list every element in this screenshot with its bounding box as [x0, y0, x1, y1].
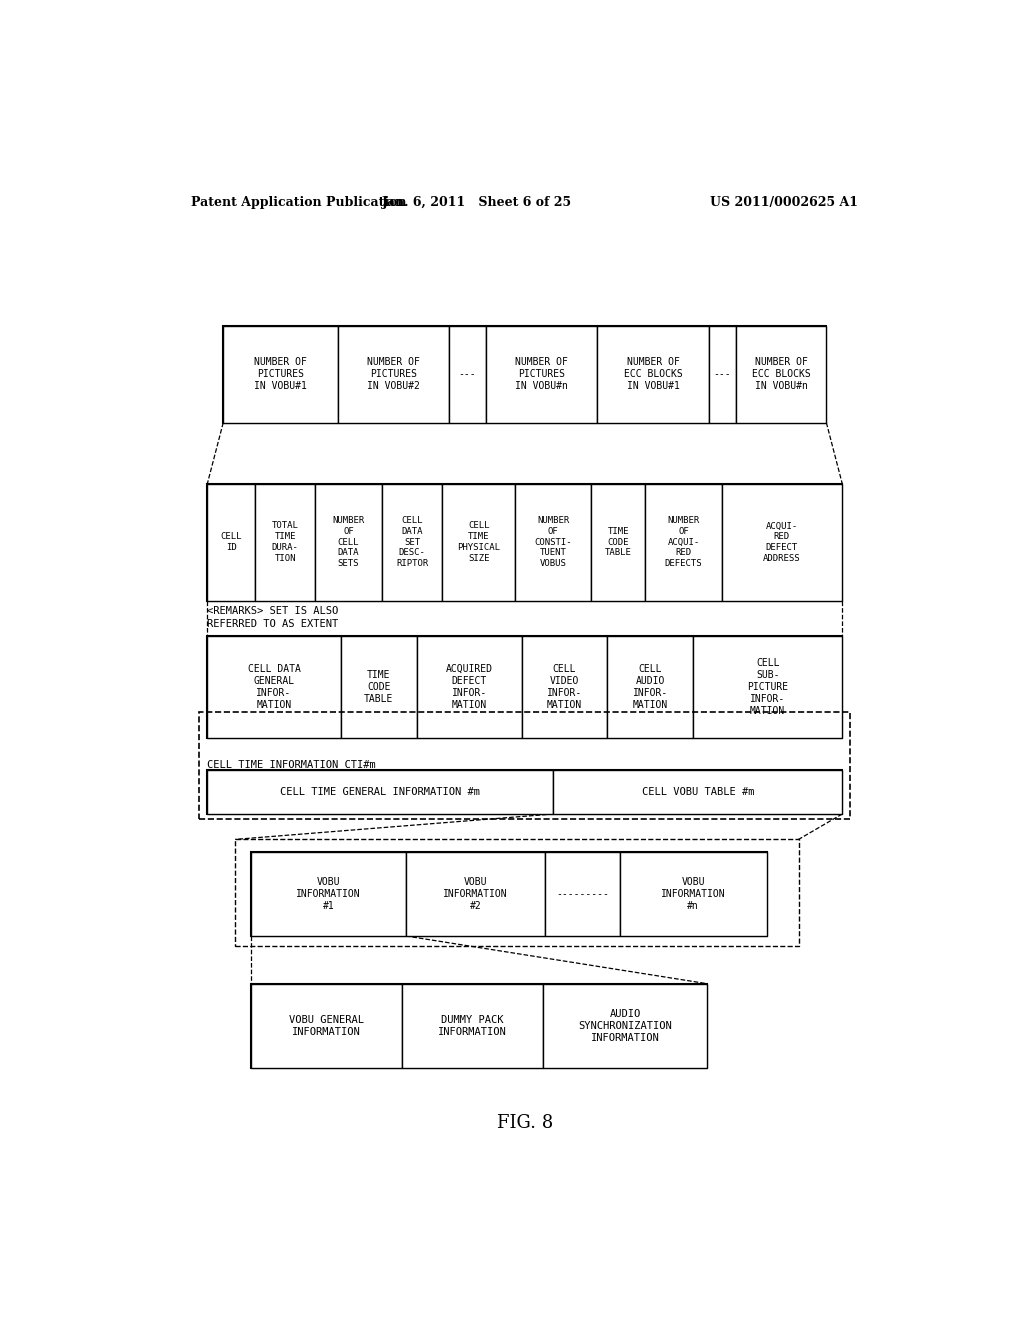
Text: Patent Application Publication: Patent Application Publication [191, 195, 407, 209]
Text: <REMARKS> SET IS ALSO
REFERRED TO AS EXTENT: <REMARKS> SET IS ALSO REFERRED TO AS EXT… [207, 606, 339, 628]
Text: CELL
ID: CELL ID [220, 532, 242, 552]
Bar [255, 483, 315, 601]
Bar [406, 851, 545, 936]
Text: CELL
AUDIO
INFOR-
MATION: CELL AUDIO INFOR- MATION [633, 664, 668, 710]
Text: NUMBER OF
PICTURES
IN VOBU#1: NUMBER OF PICTURES IN VOBU#1 [254, 358, 307, 392]
Bar [338, 326, 450, 422]
Text: NUMBER OF
ECC BLOCKS
IN VOBU#1: NUMBER OF ECC BLOCKS IN VOBU#1 [624, 358, 682, 392]
Bar [223, 326, 338, 422]
Text: Jan. 6, 2011   Sheet 6 of 25: Jan. 6, 2011 Sheet 6 of 25 [382, 195, 572, 209]
Bar [515, 483, 592, 601]
Bar [592, 483, 645, 601]
Text: DUMMY PACK
INFORMATION: DUMMY PACK INFORMATION [438, 1015, 507, 1038]
Text: CELL
DATA
SET
DESC-
RIPTOR: CELL DATA SET DESC- RIPTOR [396, 516, 428, 568]
Bar [341, 636, 417, 738]
Bar [200, 713, 850, 818]
Bar [207, 483, 843, 601]
Bar [251, 983, 708, 1068]
Bar [223, 326, 826, 422]
Bar [450, 326, 485, 422]
Bar [521, 636, 607, 738]
Text: CELL TIME INFORMATION CTI#m: CELL TIME INFORMATION CTI#m [207, 760, 376, 771]
Text: VOBU
INFORMATION
#2: VOBU INFORMATION #2 [443, 876, 508, 911]
Text: TOTAL
TIME
DURA-
TION: TOTAL TIME DURA- TION [271, 521, 299, 562]
Bar [236, 840, 799, 946]
Text: ACQUIRED
DEFECT
INFOR-
MATION: ACQUIRED DEFECT INFOR- MATION [445, 664, 493, 710]
Bar [251, 851, 767, 936]
Text: CELL
VIDEO
INFOR-
MATION: CELL VIDEO INFOR- MATION [547, 664, 582, 710]
Text: VOBU
INFORMATION
#n: VOBU INFORMATION #n [662, 876, 726, 911]
Text: NUMBER OF
PICTURES
IN VOBU#2: NUMBER OF PICTURES IN VOBU#2 [368, 358, 420, 392]
Bar [417, 636, 521, 738]
Bar [207, 636, 843, 738]
Text: NUMBER
OF
ACQUI-
RED
DEFECTS: NUMBER OF ACQUI- RED DEFECTS [665, 516, 702, 568]
Bar [207, 771, 553, 814]
Bar [382, 483, 442, 601]
Bar [553, 771, 842, 814]
Text: NUMBER OF
ECC BLOCKS
IN VOBU#n: NUMBER OF ECC BLOCKS IN VOBU#n [752, 358, 811, 392]
Text: FIG. 8: FIG. 8 [497, 1114, 553, 1131]
Text: CELL DATA
GENERAL
INFOR-
MATION: CELL DATA GENERAL INFOR- MATION [248, 664, 300, 710]
Text: TIME
CODE
TABLE: TIME CODE TABLE [605, 527, 632, 557]
Bar [620, 851, 767, 936]
Text: TIME
CODE
TABLE: TIME CODE TABLE [365, 671, 393, 704]
Text: ---: --- [459, 370, 476, 379]
Bar [251, 851, 406, 936]
Bar [207, 483, 255, 601]
Text: VOBU
INFORMATION
#1: VOBU INFORMATION #1 [296, 876, 360, 911]
Text: US 2011/0002625 A1: US 2011/0002625 A1 [710, 195, 858, 209]
Text: ---------: --------- [556, 888, 609, 899]
Text: CELL VOBU TABLE #m: CELL VOBU TABLE #m [642, 787, 754, 797]
Bar [693, 636, 843, 738]
Bar [722, 483, 843, 601]
Bar [207, 771, 843, 814]
Bar [315, 483, 382, 601]
Bar [645, 483, 722, 601]
Bar [736, 326, 826, 422]
Text: NUMBER OF
PICTURES
IN VOBU#n: NUMBER OF PICTURES IN VOBU#n [515, 358, 568, 392]
Text: NUMBER
OF
CELL
DATA
SETS: NUMBER OF CELL DATA SETS [333, 516, 365, 568]
Text: CELL
SUB-
PICTURE
INFOR-
MATION: CELL SUB- PICTURE INFOR- MATION [748, 657, 788, 715]
Bar [607, 636, 693, 738]
Text: CELL
TIME
PHYSICAL
SIZE: CELL TIME PHYSICAL SIZE [458, 521, 501, 562]
Bar [442, 483, 515, 601]
Bar [251, 983, 401, 1068]
Bar [485, 326, 597, 422]
Text: CELL TIME GENERAL INFORMATION #m: CELL TIME GENERAL INFORMATION #m [281, 787, 480, 797]
Text: ---: --- [714, 370, 731, 379]
Text: ACQUI-
RED
DEFECT
ADDRESS: ACQUI- RED DEFECT ADDRESS [763, 521, 801, 562]
Text: VOBU GENERAL
INFORMATION: VOBU GENERAL INFORMATION [289, 1015, 364, 1038]
Bar [207, 636, 341, 738]
Text: AUDIO
SYNCHRONIZATION
INFORMATION: AUDIO SYNCHRONIZATION INFORMATION [579, 1008, 672, 1043]
Bar [545, 851, 620, 936]
Bar [597, 326, 709, 422]
Text: NUMBER
OF
CONSTI-
TUENT
VOBUS: NUMBER OF CONSTI- TUENT VOBUS [535, 516, 572, 568]
Bar [401, 983, 543, 1068]
Bar [709, 326, 736, 422]
Bar [543, 983, 708, 1068]
